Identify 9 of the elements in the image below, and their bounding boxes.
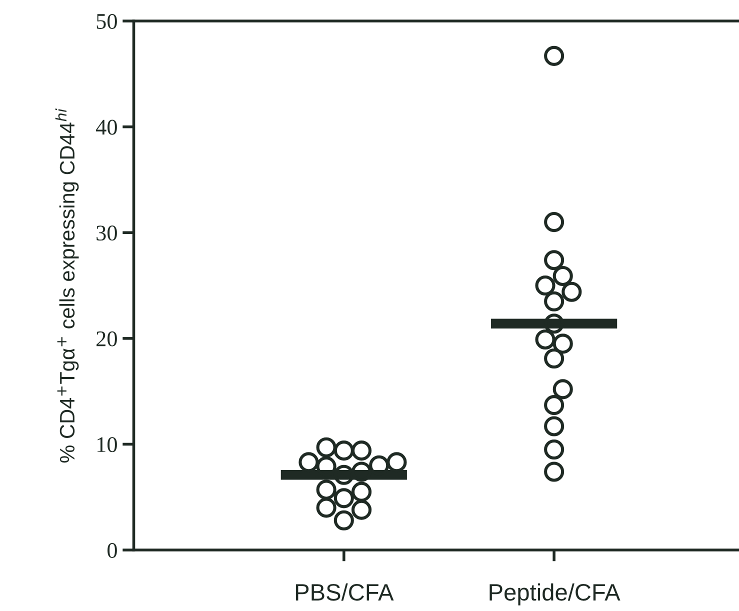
x-tick-label: PBS/CFA (296, 583, 394, 601)
y-tick-label: 10 (98, 437, 117, 452)
y-axis-title: % CD4$^{+}$Tgα$^{+}$ cells expressing CD44$^{hi}$ (55, 108, 79, 463)
y-tick-label: 20 (96, 331, 117, 346)
y-tick-label: 40 (96, 120, 117, 135)
x-tick-label: Peptide/CFA (490, 583, 620, 606)
y-tick-label: 30 (96, 226, 117, 241)
y-tick-label: 50 (96, 14, 117, 29)
y-tick-label: 0 (108, 542, 117, 558)
